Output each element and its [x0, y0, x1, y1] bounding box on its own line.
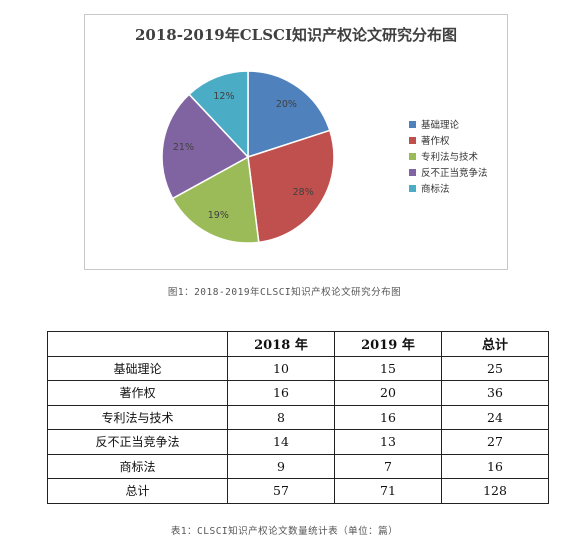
legend-swatch	[409, 168, 416, 176]
table-cell: 10	[227, 355, 335, 381]
chart-legend: 基础理论著作权专利法与技术 反不正当竞争法 商标法	[409, 116, 488, 196]
pie-slice-label: 12%	[213, 91, 234, 102]
pie-slice-label: 19%	[208, 210, 229, 221]
pie-chart: 2018-2019年CLSCI知识产权论文研究分布图 20% 28% 19% 21% 1…	[84, 14, 508, 270]
table-caption: 表1：CLSCI知识产权论文数量统计表（单位：篇）	[170, 526, 399, 537]
table-row-label: 著作权	[47, 380, 228, 406]
legend-swatch	[409, 152, 416, 160]
legend-label: 基础理论	[421, 120, 460, 131]
table-row: 著作权 16 20 36	[47, 380, 549, 406]
table-cell: 7	[334, 453, 442, 479]
table-cell: 14	[227, 429, 335, 455]
table-row-label: 商标法	[47, 453, 228, 479]
legend-item: 基础理论	[409, 116, 488, 132]
table-cell: 16	[227, 380, 335, 406]
table-cell: 36	[441, 380, 549, 406]
table-cell: 13	[334, 429, 442, 455]
table-row-label: 专利法与技术	[47, 404, 228, 430]
pie-slice-5	[188, 70, 249, 159]
pie-slice-3	[171, 155, 260, 244]
table-cell: 128	[441, 478, 549, 504]
table-cell: 20	[334, 380, 442, 406]
table-cell: 16	[334, 404, 442, 430]
table-header-cell: 2019 年	[334, 331, 442, 357]
table-cell: 9	[227, 453, 335, 479]
table-header-cell: 2018 年	[227, 331, 335, 357]
legend-item: 反不正当竞争法	[409, 164, 488, 180]
legend-label: 著作权	[421, 136, 450, 147]
table-cell: 15	[334, 355, 442, 381]
legend-label: 商标法	[421, 184, 450, 195]
pie-slice-2	[247, 129, 335, 244]
pie-slice-label: 20%	[276, 99, 297, 110]
table-row: 反不正当竞争法 14 13 27	[47, 429, 549, 455]
table-cell: 57	[227, 478, 335, 504]
figure-caption: 图1：2018-2019年CLSCI知识产权论文研究分布图	[167, 287, 402, 298]
statistics-table: 2018 年 2019 年 总计 基础理论 10 15 25 著作权 16 20…	[47, 331, 549, 504]
table-row-label: 反不正当竞争法	[47, 429, 228, 455]
table-row-label: 基础理论	[47, 355, 228, 381]
table-cell: 8	[227, 404, 335, 430]
legend-label: 专利法与技术	[421, 152, 479, 163]
pie-chart-plot: 20% 28% 19% 21% 12%	[161, 70, 335, 244]
pie-slice-label: 21%	[173, 142, 194, 153]
table-row: 专利法与技术 8 16 24	[47, 404, 549, 430]
table-header-row: 2018 年 2019 年 总计	[47, 331, 549, 357]
table-row: 基础理论 10 15 25	[47, 355, 549, 381]
table-row-label: 总计	[47, 478, 228, 504]
legend-swatch	[409, 120, 416, 128]
table-cell: 27	[441, 429, 549, 455]
pie-slice-4	[161, 93, 250, 200]
table-header-cell: 总计	[441, 331, 549, 357]
pie-slice-label: 28%	[293, 187, 314, 198]
table-row: 商标法 9 7 16	[47, 453, 549, 479]
table-cell: 25	[441, 355, 549, 381]
legend-swatch	[409, 184, 416, 192]
pie-slice-1	[247, 70, 331, 159]
legend-item: 专利法与技术	[409, 148, 488, 164]
legend-swatch	[409, 136, 416, 144]
chart-title: 2018-2019年CLSCI知识产权论文研究分布图	[135, 26, 457, 44]
table-header-cell	[47, 331, 228, 357]
table-cell: 24	[441, 404, 549, 430]
legend-item: 商标法	[409, 180, 488, 196]
table-cell: 71	[334, 478, 442, 504]
table-cell: 16	[441, 453, 549, 479]
table-total-row: 总计 57 71 128	[47, 478, 549, 504]
legend-label: 反不正当竞争法	[421, 168, 488, 179]
legend-item: 著作权	[409, 132, 488, 148]
